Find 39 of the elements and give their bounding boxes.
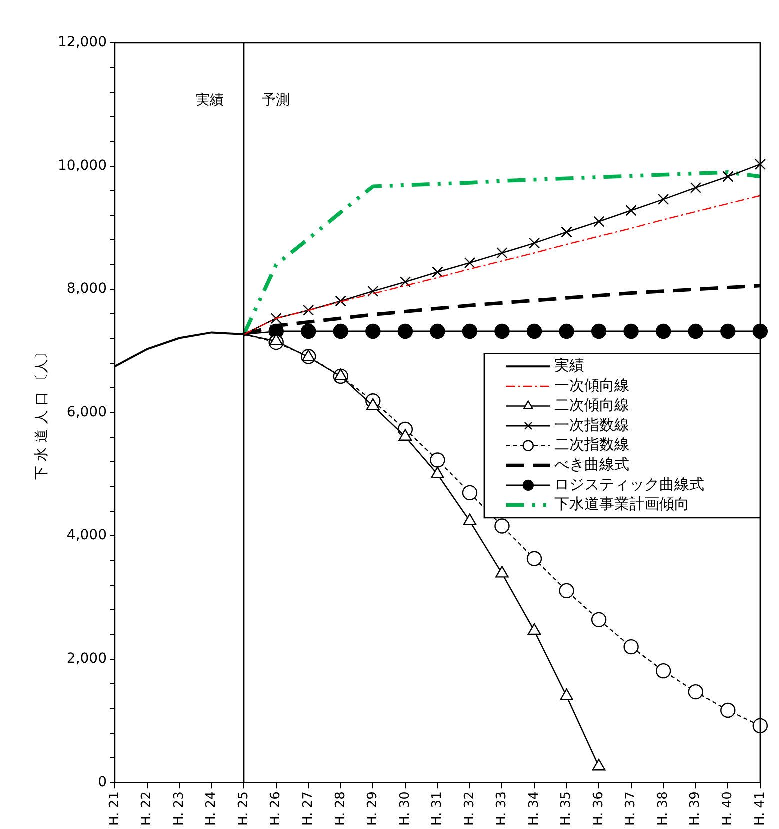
annotation: 実績 — [196, 92, 224, 109]
x-tick-label: H. 40 — [720, 792, 736, 826]
x-tick-label: H. 32 — [462, 792, 478, 826]
y-tick-label: 10,000 — [58, 158, 107, 174]
legend-label: 一次指数線 — [554, 416, 630, 434]
x-tick-label: H. 38 — [656, 792, 671, 826]
y-tick-label: 0 — [98, 774, 107, 790]
y-tick-label: 12,000 — [58, 34, 107, 51]
x-tick-label: H. 24 — [204, 792, 220, 826]
x-tick-label: H. 35 — [559, 792, 574, 826]
x-tick-label: H. 25 — [236, 792, 252, 826]
legend-label: ロジスティック曲線式 — [554, 475, 704, 494]
legend-label: 二次指数線 — [554, 436, 630, 454]
y-tick-label: 2,000 — [66, 651, 107, 668]
x-tick-label: H. 21 — [107, 792, 122, 826]
y-axis-title: 下 水 道 人 口 〔人〕 — [34, 346, 50, 480]
x-tick-label: H. 34 — [526, 792, 542, 826]
x-tick-label: H. 33 — [494, 792, 510, 826]
x-tick-label: H. 23 — [172, 792, 187, 826]
x-tick-label: H. 39 — [688, 792, 704, 826]
x-tick-label: H. 29 — [366, 792, 381, 826]
x-tick-label: H. 37 — [624, 792, 639, 826]
x-tick-label: H. 30 — [398, 792, 413, 826]
y-tick-label: 8,000 — [66, 281, 107, 298]
legend-label: 二次傾向線 — [554, 396, 630, 414]
x-tick-label: H. 22 — [140, 792, 155, 826]
y-tick-label: 4,000 — [66, 528, 107, 544]
x-tick-label: H. 41 — [752, 792, 768, 826]
annotation: 予測 — [262, 92, 290, 109]
x-tick-label: H. 36 — [591, 792, 606, 826]
x-tick-label: H. 28 — [333, 792, 348, 826]
legend-label: べき曲線式 — [554, 456, 630, 474]
legend-label: 実績 — [554, 356, 584, 375]
x-tick-label: H. 26 — [268, 792, 284, 826]
x-tick-label: H. 31 — [430, 792, 446, 826]
y-tick-label: 6,000 — [66, 404, 107, 420]
legend-label: 一次傾向線 — [554, 376, 630, 394]
x-tick-label: H. 27 — [300, 792, 316, 826]
legend-label: 下水道事業計画傾向 — [554, 495, 690, 514]
